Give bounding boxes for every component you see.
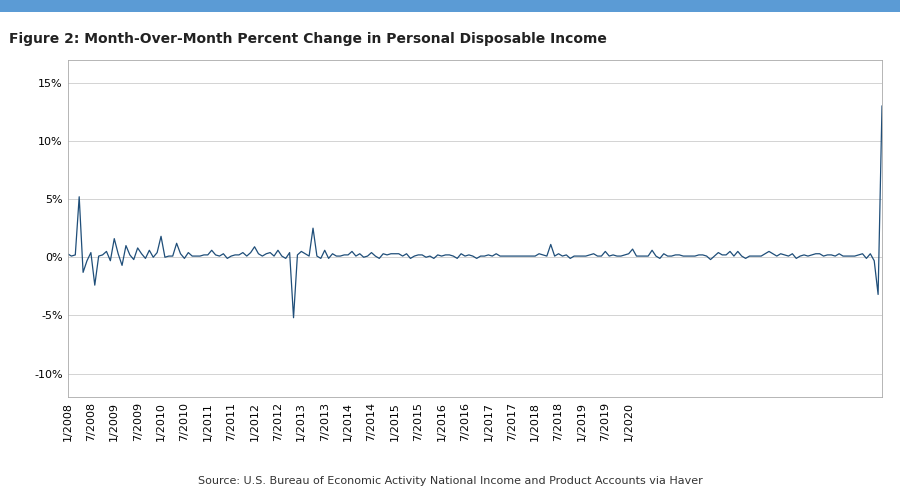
Text: Source: U.S. Bureau of Economic Activity National Income and Product Accounts vi: Source: U.S. Bureau of Economic Activity… <box>198 476 702 486</box>
Text: Figure 2: Month-Over-Month Percent Change in Personal Disposable Income: Figure 2: Month-Over-Month Percent Chang… <box>9 32 607 46</box>
